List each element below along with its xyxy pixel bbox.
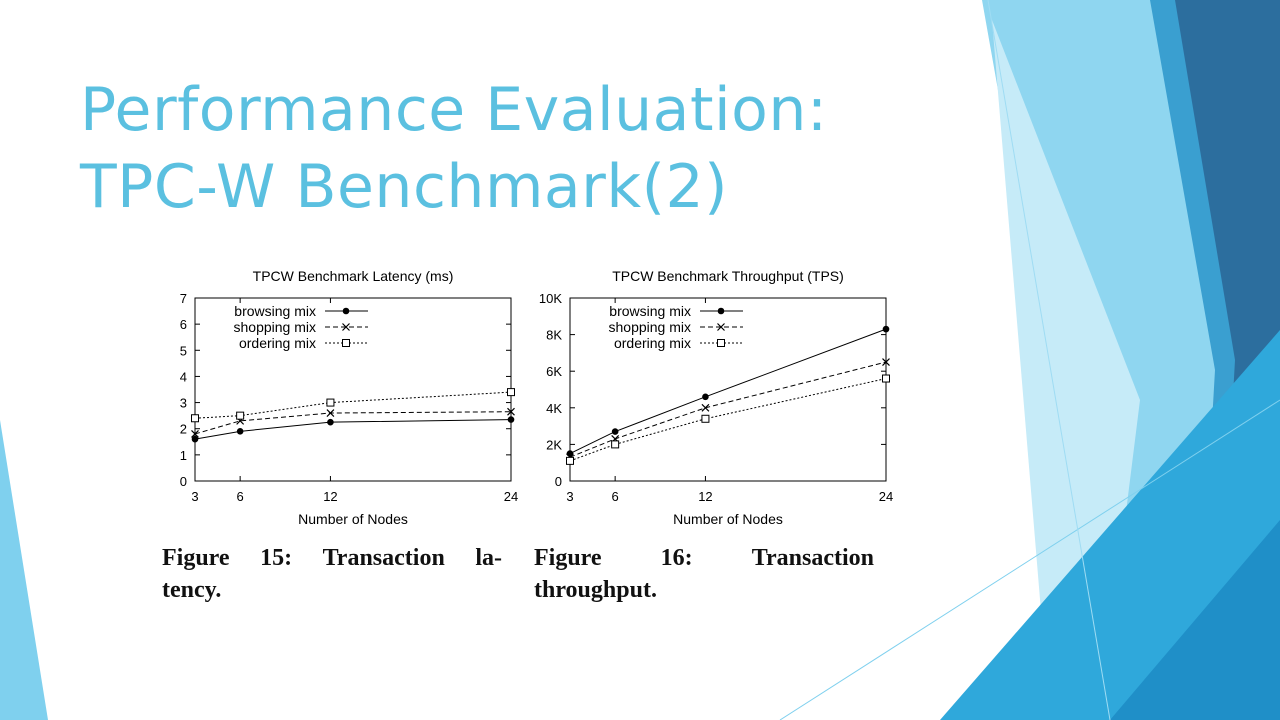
data-point-series-2 xyxy=(566,456,574,465)
data-point-series-2 xyxy=(191,414,199,423)
figure-15-caption: Figure 15: Transaction la- tency. xyxy=(162,542,502,606)
y-tick-label: 0 xyxy=(555,474,562,489)
data-point-series-0 xyxy=(611,428,619,435)
y-tick-label: 2 xyxy=(180,422,187,437)
x-tick-label: 12 xyxy=(698,489,712,504)
chart-title: TPCW Benchmark Throughput (TPS) xyxy=(612,268,844,284)
caption-word: 15: xyxy=(260,545,293,571)
caption-word: la- xyxy=(475,545,502,571)
caption-line-2: tency. xyxy=(162,577,222,603)
plot-frame xyxy=(569,297,887,482)
slide-title-line-2: TPC-W Benchmark(2) xyxy=(80,152,729,222)
data-point-series-0 xyxy=(191,435,199,443)
caption-line-1: Figure 15: Transaction la- xyxy=(162,542,502,574)
y-tick-label: 7 xyxy=(180,291,187,306)
x-tick-label: 3 xyxy=(191,489,198,504)
data-point-series-1 xyxy=(701,403,710,412)
data-point-series-2 xyxy=(342,339,350,347)
y-tick-label: 4 xyxy=(180,369,187,384)
data-point-series-1 xyxy=(507,407,515,416)
data-point-series-2 xyxy=(717,339,725,347)
data-point-series-2 xyxy=(326,398,335,407)
data-point-series-1 xyxy=(191,430,199,438)
thin-accent-line xyxy=(779,399,1280,720)
data-point-series-1 xyxy=(342,323,350,331)
data-point-series-0 xyxy=(717,307,725,315)
data-point-series-0 xyxy=(342,307,350,315)
caption-word: 16: xyxy=(660,545,693,571)
y-tick-label: 4K xyxy=(546,401,562,416)
x-tick-label: 6 xyxy=(237,489,244,504)
thin-accent-line-2 xyxy=(987,0,1111,720)
caption-word: Figure xyxy=(162,545,230,571)
y-tick-label: 6 xyxy=(180,317,187,332)
y-tick-label: 8K xyxy=(546,328,562,343)
legend-label: ordering mix xyxy=(614,335,691,351)
throughput-chart: TPCW Benchmark Throughput (TPS) 0 2K 4K 6K 8K… xyxy=(539,268,893,527)
data-point-series-1 xyxy=(717,323,725,331)
data-point-series-2 xyxy=(236,411,245,420)
bottom-accent-shape-deep xyxy=(1110,520,1280,720)
series-line-0 xyxy=(194,419,512,440)
x-tick-label: 12 xyxy=(323,489,337,504)
x-tick-label: 6 xyxy=(612,489,619,504)
x-axis-label: Number of Nodes xyxy=(298,511,408,527)
legend-label: browsing mix xyxy=(234,303,316,319)
legend-label: ordering mix xyxy=(239,335,316,351)
series-line-1 xyxy=(194,411,512,435)
data-point-series-1 xyxy=(326,409,335,417)
chart-title: TPCW Benchmark Latency (ms) xyxy=(253,268,454,284)
series-line-0 xyxy=(569,328,887,454)
series-line-2 xyxy=(569,378,887,462)
x-tick-label: 24 xyxy=(504,489,518,504)
left-accent-shape xyxy=(0,420,48,720)
legend-label: shopping mix xyxy=(234,319,317,335)
data-point-series-1 xyxy=(882,358,890,366)
x-tick-label: 3 xyxy=(566,489,573,504)
x-axis-label: Number of Nodes xyxy=(673,511,783,527)
caption-word: Transaction xyxy=(751,545,874,571)
series-line-1 xyxy=(569,361,887,458)
caption-word: Figure xyxy=(534,545,602,571)
data-point-series-0 xyxy=(507,416,515,423)
y-tick-label: 2K xyxy=(546,437,562,452)
y-tick-label: 3 xyxy=(180,396,187,411)
data-point-series-2 xyxy=(882,374,890,383)
y-tick-label: 10K xyxy=(539,291,562,306)
caption-word: Transaction xyxy=(322,545,445,571)
data-point-series-0 xyxy=(702,393,709,401)
y-tick-label: 5 xyxy=(180,343,187,358)
y-tick-label: 0 xyxy=(180,474,187,489)
y-tick-label: 1 xyxy=(180,448,187,463)
y-tick-label: 6K xyxy=(546,364,562,379)
data-point-series-0 xyxy=(236,428,244,435)
data-point-series-0 xyxy=(327,418,334,426)
data-point-series-0 xyxy=(882,325,890,333)
slide-title-line-1: Performance Evaluation: xyxy=(80,75,828,145)
legend-label: shopping mix xyxy=(609,319,692,335)
caption-line-1: Figure 16: Transaction xyxy=(534,542,874,574)
figure-16-caption: Figure 16: Transaction throughput. xyxy=(534,542,874,606)
x-tick-label: 24 xyxy=(879,489,893,504)
data-point-series-2 xyxy=(701,414,710,423)
data-point-series-2 xyxy=(611,440,620,449)
data-point-series-2 xyxy=(507,388,515,397)
caption-line-2: throughput. xyxy=(534,577,657,603)
legend-label: browsing mix xyxy=(609,303,691,319)
